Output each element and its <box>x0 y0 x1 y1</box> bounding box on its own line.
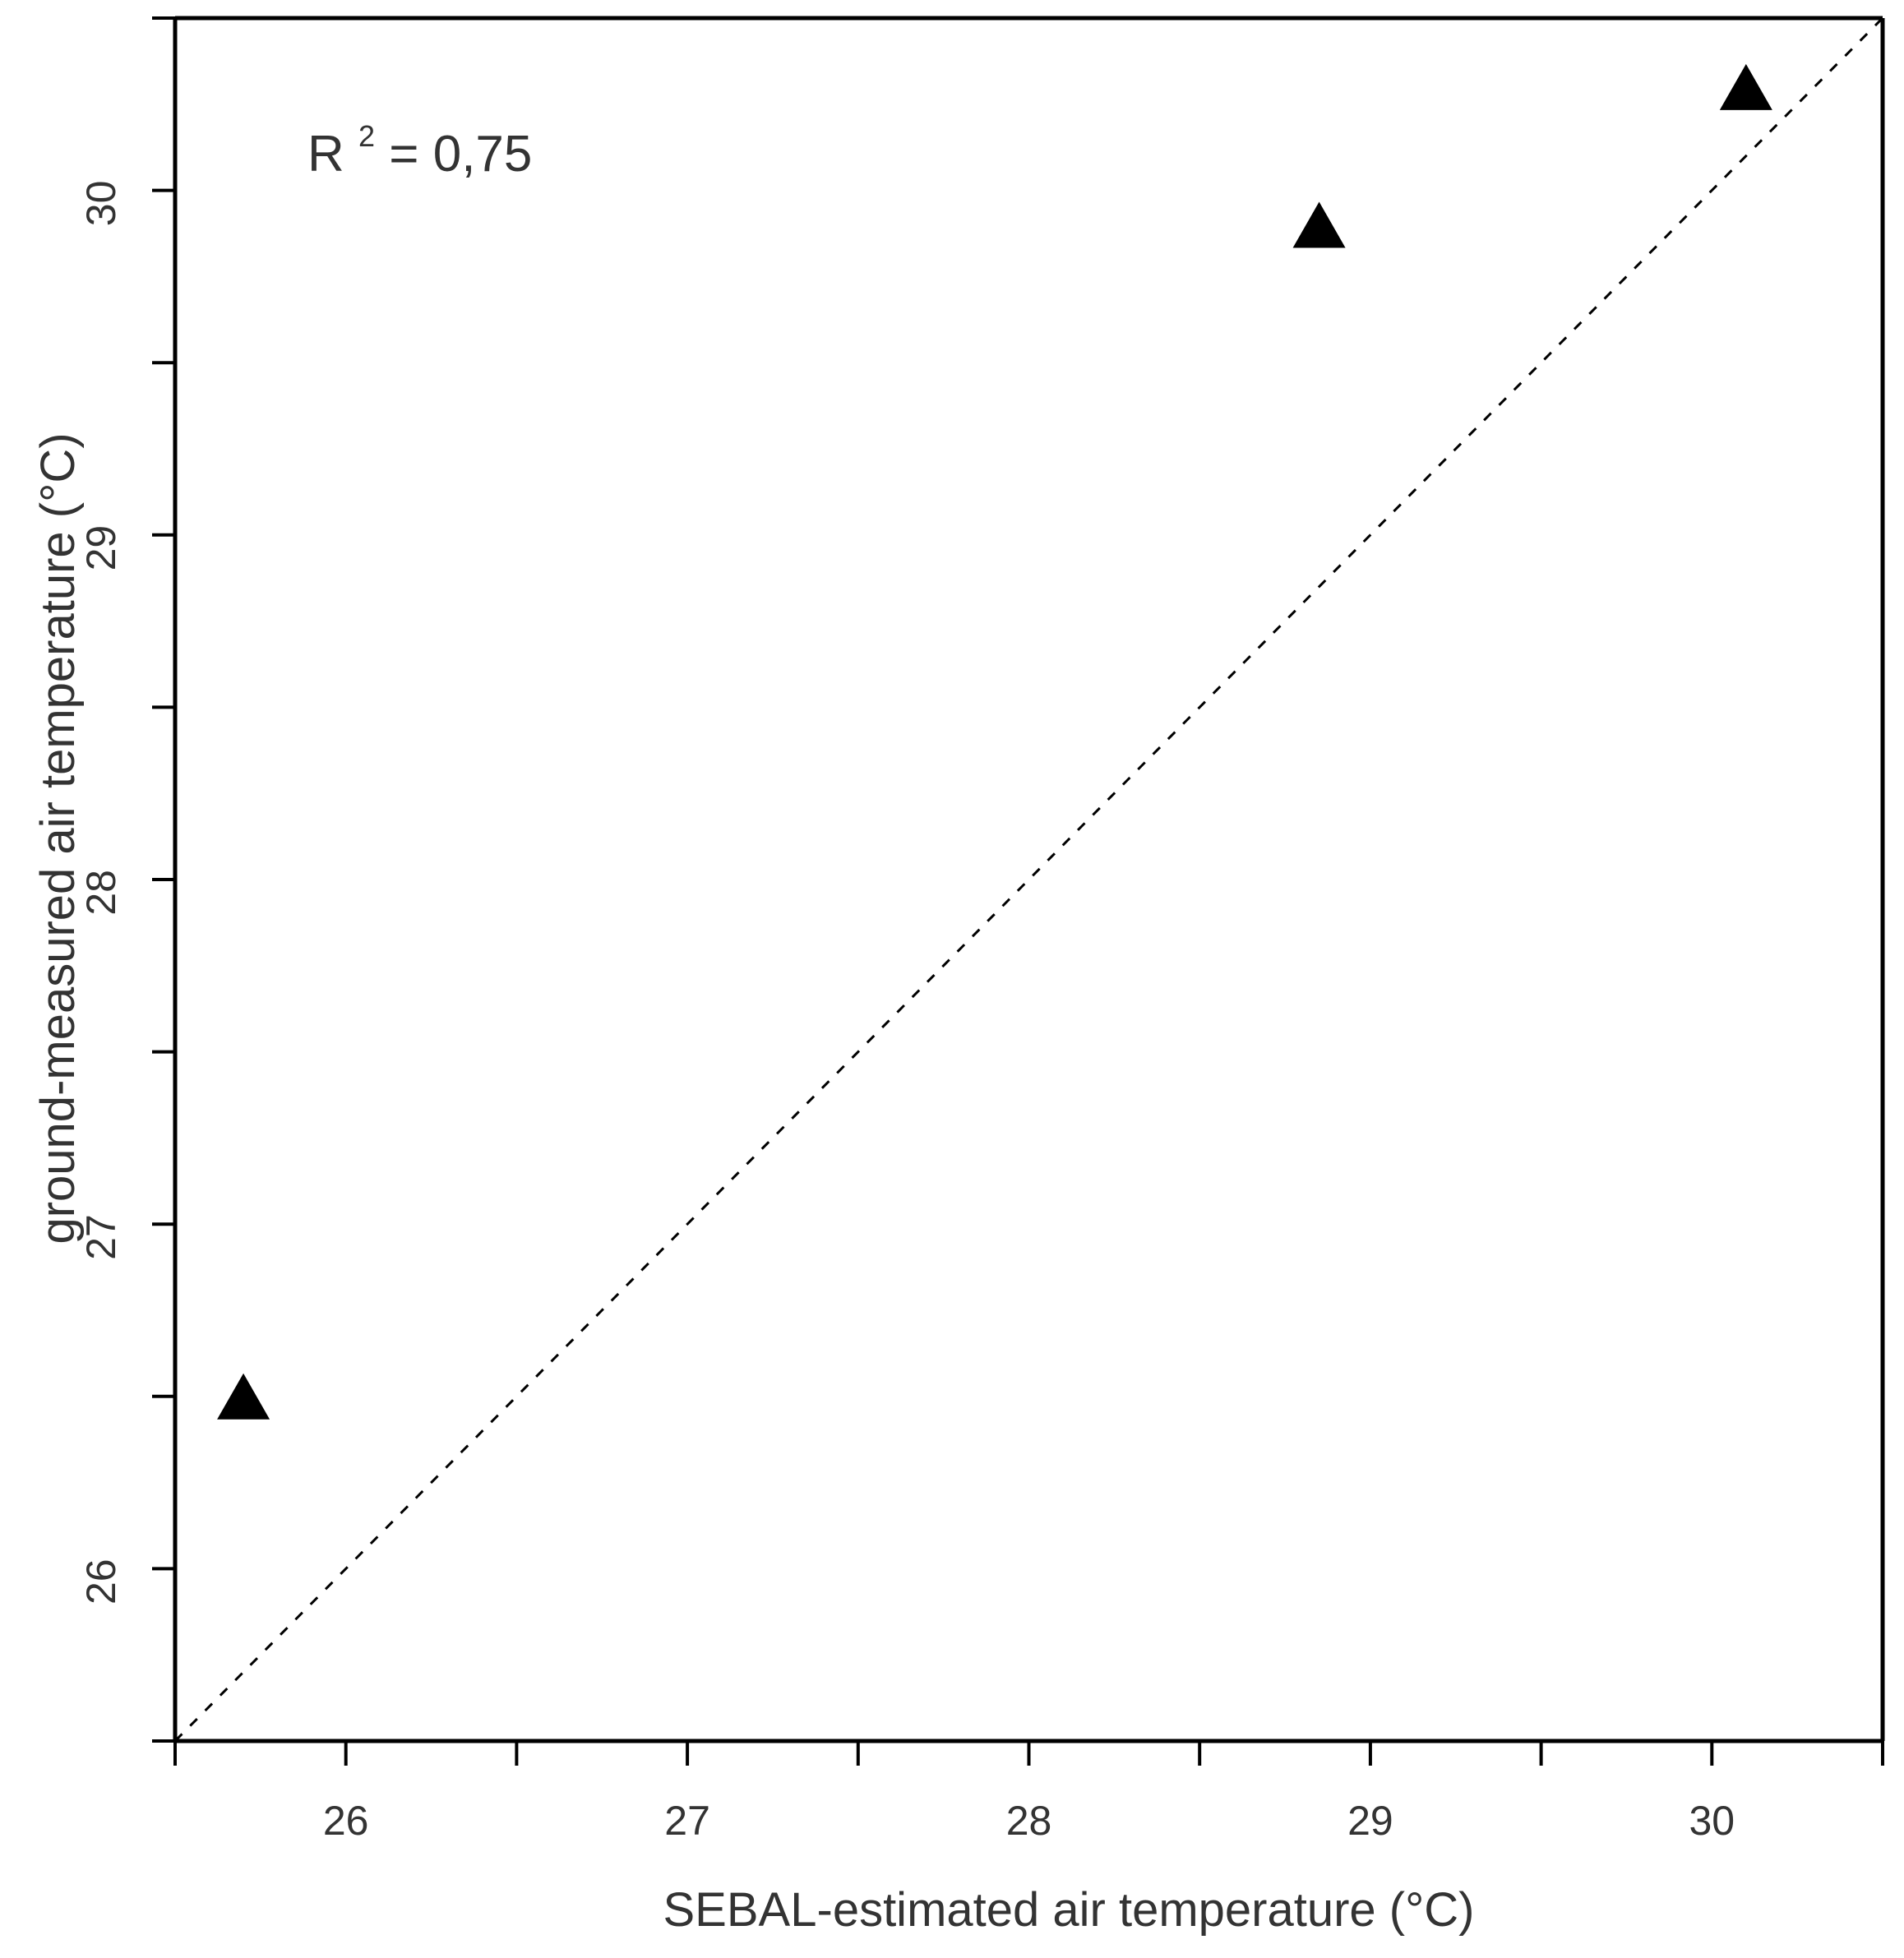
data-point-triangle <box>1719 63 1772 110</box>
x-tick-label: 28 <box>1006 1798 1052 1844</box>
y-tick-label: 30 <box>78 181 124 227</box>
x-tick-label: 26 <box>323 1798 369 1844</box>
y-axis-ticks: 26 27 28 29 30 <box>78 16 175 1743</box>
x-axis-ticks: 26 27 28 29 30 <box>173 1741 1884 1844</box>
data-point-triangle <box>217 1373 270 1420</box>
y-tick-label: 28 <box>78 870 124 916</box>
x-tick-label: 27 <box>664 1798 710 1844</box>
r-squared-prefix: R <box>307 126 344 182</box>
x-tick-label: 29 <box>1347 1798 1393 1844</box>
data-points <box>217 63 1772 1420</box>
x-axis-label: SEBAL-estimated air temperature (°C) <box>663 1883 1475 1937</box>
r-squared-annotation: R 2 = 0,75 <box>307 101 532 182</box>
y-tick-label: 27 <box>78 1214 124 1260</box>
y-axis-label: ground-measured air temperature (°C) <box>31 432 85 1244</box>
reference-line-layer <box>173 16 1884 1743</box>
r-squared-superscript: 2 <box>358 119 375 153</box>
r-squared-value: = 0,75 <box>389 126 532 182</box>
one-to-one-reference-line <box>173 16 1884 1743</box>
y-tick-label: 29 <box>78 525 124 571</box>
data-point-triangle <box>1292 201 1346 248</box>
y-tick-label: 26 <box>78 1559 124 1605</box>
x-tick-label: 30 <box>1689 1798 1735 1844</box>
